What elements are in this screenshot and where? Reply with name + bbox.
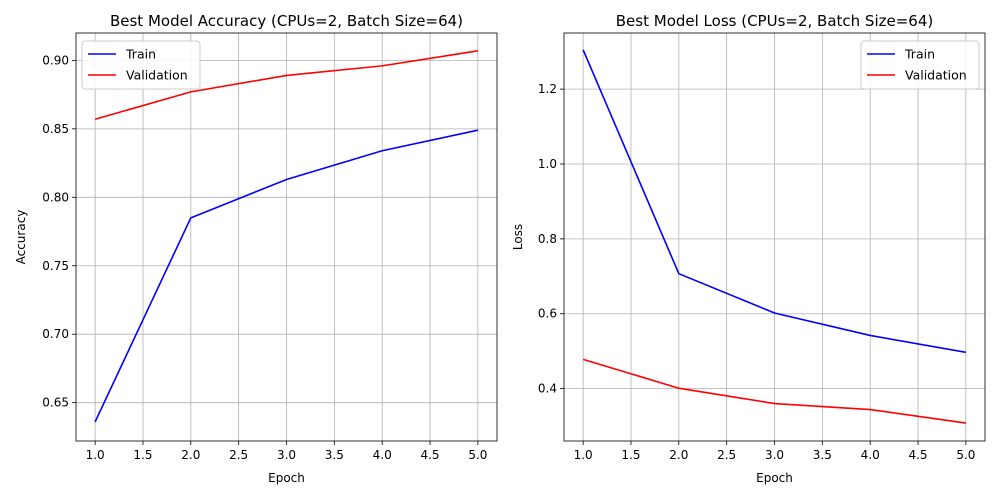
y-tick-label: 1.0 — [538, 157, 557, 171]
y-tick-label: 0.4 — [538, 382, 557, 396]
legend: Train Validation — [81, 40, 201, 90]
chart-title: Best Model Accuracy (CPUs=2, Batch Size=… — [110, 12, 463, 30]
x-tick-label: 3.5 — [325, 448, 344, 462]
x-tick-label: 3.5 — [813, 448, 832, 462]
y-tick-label: 0.85 — [42, 122, 69, 136]
y-axis-label: Loss — [511, 224, 525, 250]
series-line-train — [582, 49, 966, 354]
x-tick-label: 4.5 — [908, 448, 927, 462]
y-tick-label: 0.70 — [42, 327, 69, 341]
x-tick-label: 4.0 — [861, 448, 880, 462]
x-axis-label: Epoch — [268, 471, 305, 485]
legend-label-train: Train — [125, 47, 156, 62]
x-axis-label: Epoch — [756, 471, 793, 485]
y-tick-label: 0.65 — [42, 396, 69, 410]
legend: Train Validation — [860, 40, 980, 90]
y-tick-label: 1.2 — [538, 82, 557, 96]
series-line-validation — [94, 50, 478, 121]
chart-2: 1.0 1.5 2.0 2.5 3.0 3.5 4.0 4.5 5.0 0.4 0.6 0.8 1.0 1… — [511, 12, 986, 485]
x-tick-label: 1.0 — [574, 448, 593, 462]
legend-label-train: Train — [904, 47, 935, 62]
y-tick-label: 0.6 — [538, 307, 557, 321]
x-tick-label: 5.0 — [956, 448, 975, 462]
x-tick-label: 1.5 — [133, 448, 152, 462]
y-axis-label: Accuracy — [14, 210, 28, 265]
x-tick-label: 3.0 — [277, 448, 296, 462]
x-tick-label: 2.0 — [181, 448, 200, 462]
x-tick-label: 4.5 — [420, 448, 439, 462]
x-tick-label: 1.0 — [86, 448, 105, 462]
y-tick-label: 0.90 — [42, 53, 69, 67]
x-tick-label: 3.0 — [765, 448, 784, 462]
x-tick-label: 2.5 — [717, 448, 736, 462]
y-tick-label: 0.8 — [538, 232, 557, 246]
chart-title: Best Model Loss (CPUs=2, Batch Size=64) — [616, 12, 933, 30]
x-tick-label: 5.0 — [468, 448, 487, 462]
chart-1: 1.0 1.5 2.0 2.5 3.0 3.5 4.0 4.5 5.0 0.65 0.70 0.75 0… — [14, 12, 498, 485]
series-line-train — [94, 129, 479, 423]
x-tick-label: 2.0 — [669, 448, 688, 462]
legend-box — [81, 40, 201, 90]
x-tick-label: 2.5 — [229, 448, 248, 462]
x-tick-label: 1.5 — [621, 448, 640, 462]
series-line-validation — [582, 358, 966, 424]
legend-box — [860, 40, 980, 90]
legend-label-validation: Validation — [126, 68, 188, 83]
legend-label-validation: Validation — [905, 68, 967, 83]
y-tick-label: 0.80 — [42, 190, 69, 204]
x-tick-label: 4.0 — [373, 448, 392, 462]
y-tick-label: 0.75 — [42, 259, 69, 273]
